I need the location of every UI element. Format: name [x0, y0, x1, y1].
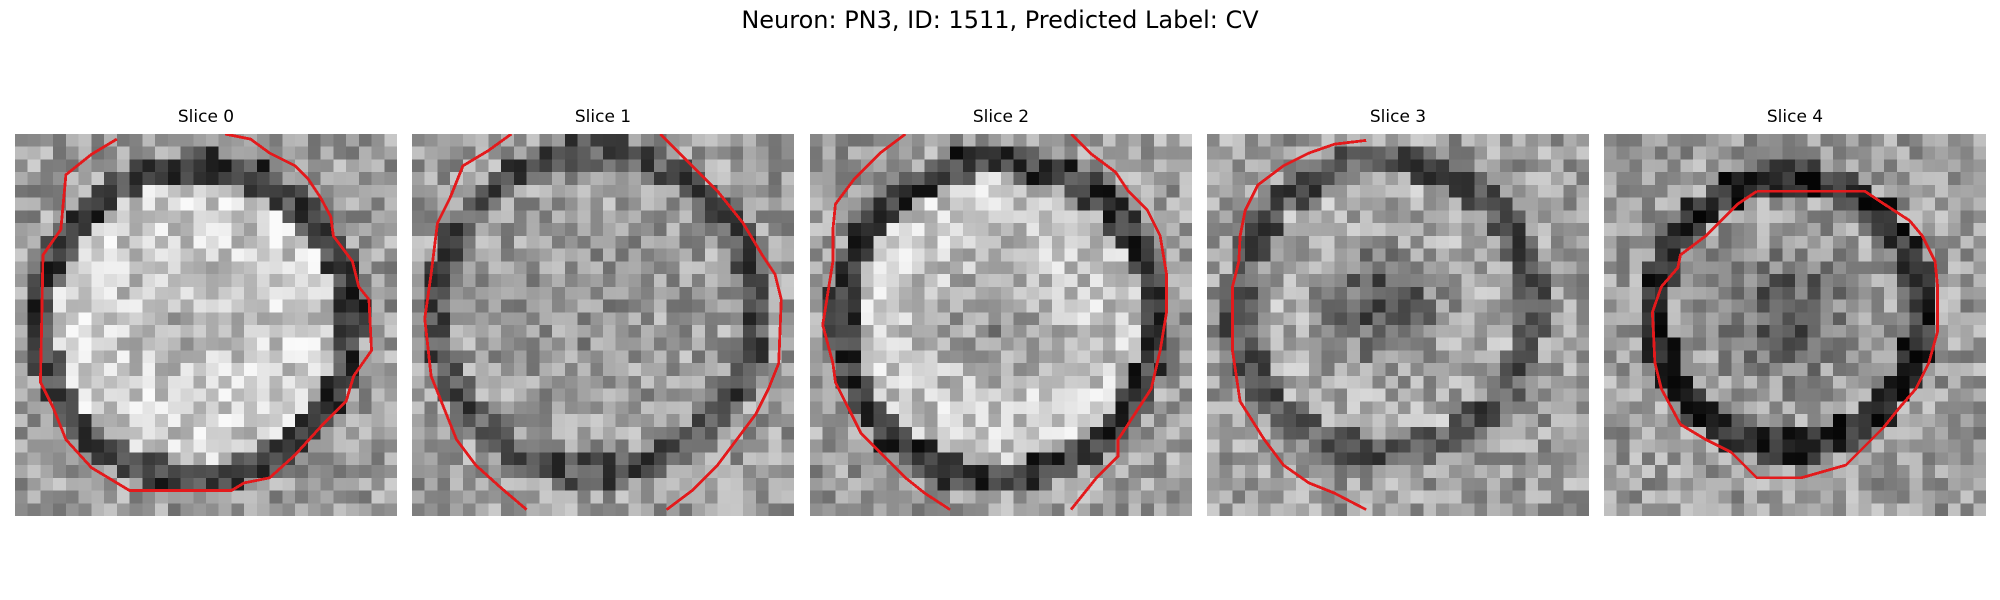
- slice-title-1: Slice 1: [574, 107, 632, 127]
- slice-image-3: [1207, 134, 1589, 516]
- figure-title: Neuron: PN3, ID: 1511, Predicted Label: …: [741, 6, 1259, 34]
- slice-title-0: Slice 0: [177, 107, 235, 127]
- segmentation-contour-4: [1650, 189, 1940, 480]
- slice-title-3: Slice 3: [1369, 107, 1427, 127]
- slice-image-0: [15, 134, 397, 516]
- slice-panel-1: Slice 1: [412, 106, 794, 516]
- slice-image-1: [412, 134, 794, 516]
- slice-panel-4: Slice 4: [1604, 106, 1986, 516]
- slice-image-4: [1604, 134, 1986, 516]
- slice-panel-3: Slice 3: [1207, 106, 1589, 516]
- segmentation-contour-2b: [1069, 134, 1168, 511]
- slice-image-2: [810, 134, 1192, 516]
- segmentation-contour-2a: [821, 134, 951, 511]
- segmentation-contour-1b: [659, 134, 783, 511]
- slice-title-2: Slice 2: [972, 107, 1030, 127]
- slice-panel-0: Slice 0: [15, 106, 397, 516]
- segmentation-contour-3: [1231, 138, 1367, 511]
- segmentation-contour-0: [39, 134, 373, 492]
- segmentation-contour-1a: [423, 134, 528, 511]
- slice-panel-2: Slice 2: [810, 106, 1192, 516]
- slice-title-4: Slice 4: [1766, 107, 1824, 127]
